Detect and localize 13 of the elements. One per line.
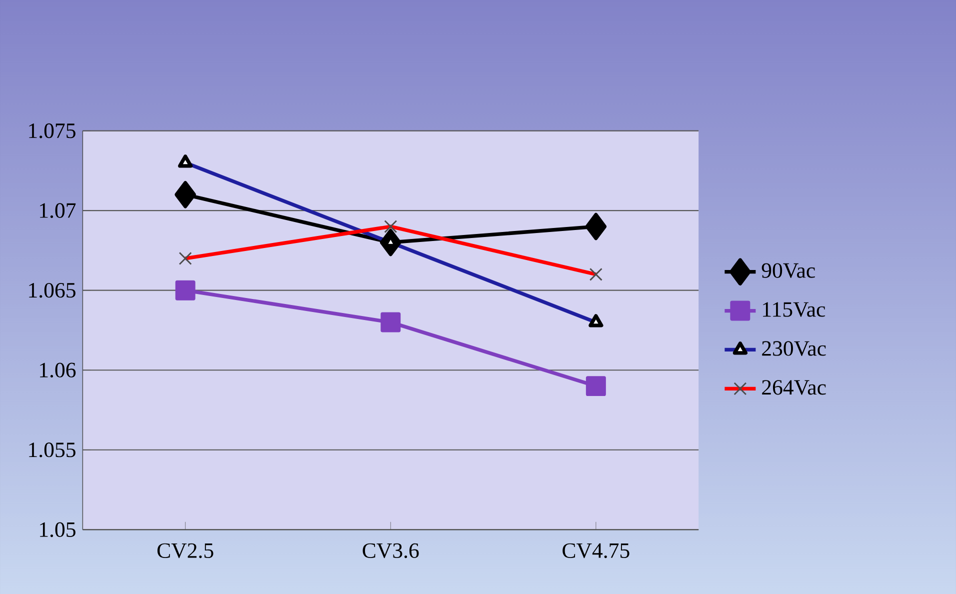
legend-label: 115Vac [763,302,826,317]
legend-label: 90Vac [762,263,815,278]
y-tick-label: 1.075 [29,123,76,138]
y-tick-label: 1.07 [40,203,76,218]
x-tick-label: CV2.5 [157,543,214,558]
legend-label: 264Vac [762,380,826,395]
y-tick-label: 1.055 [29,442,76,458]
legend-label: 230Vac [762,340,826,356]
x-tick-label: CV4.75 [562,543,630,558]
x-tick-label: CV3.6 [362,543,419,558]
y-tick-label: 1.05 [40,522,76,537]
y-tick-label: 1.065 [29,282,76,298]
y-tick-label: 1.06 [40,362,76,378]
